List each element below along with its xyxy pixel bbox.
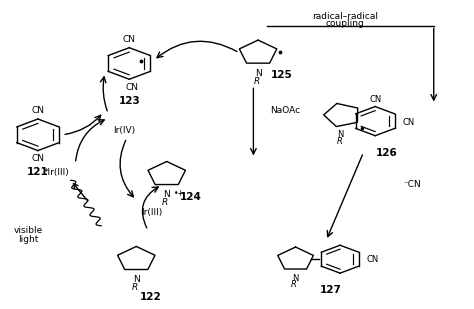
Text: Ir(III): Ir(III) xyxy=(141,208,162,217)
Text: 121: 121 xyxy=(27,167,49,177)
Text: R: R xyxy=(337,137,343,146)
Text: •+: •+ xyxy=(174,189,185,198)
Text: CN: CN xyxy=(369,95,381,104)
Text: 124: 124 xyxy=(180,192,202,201)
Text: N: N xyxy=(133,275,140,284)
Text: R: R xyxy=(132,283,138,292)
Text: CN: CN xyxy=(123,35,136,44)
Text: coupling: coupling xyxy=(325,19,364,28)
Text: 123: 123 xyxy=(118,96,140,106)
Text: CN: CN xyxy=(31,154,45,163)
Text: CN: CN xyxy=(366,255,379,264)
Text: radical–radical: radical–radical xyxy=(312,12,378,21)
Text: N: N xyxy=(292,274,299,283)
Text: N: N xyxy=(164,190,170,199)
Text: CN: CN xyxy=(31,106,45,115)
Text: R: R xyxy=(254,77,260,86)
Text: Ir(IV): Ir(IV) xyxy=(113,126,135,135)
Text: 126: 126 xyxy=(376,148,398,158)
Text: visible: visible xyxy=(14,226,43,235)
Text: N: N xyxy=(255,69,262,78)
Text: R: R xyxy=(291,281,297,290)
Text: ⁻CN: ⁻CN xyxy=(403,180,421,189)
Text: 127: 127 xyxy=(320,285,342,295)
Text: N: N xyxy=(337,129,343,139)
Text: 125: 125 xyxy=(271,70,293,80)
Text: light: light xyxy=(18,235,39,244)
Text: R: R xyxy=(162,198,168,208)
Text: NaOAc: NaOAc xyxy=(270,106,300,115)
Text: *Ir(III): *Ir(III) xyxy=(44,168,70,177)
Text: CN: CN xyxy=(402,118,415,127)
Text: 122: 122 xyxy=(139,292,161,302)
Text: CN: CN xyxy=(125,83,138,92)
